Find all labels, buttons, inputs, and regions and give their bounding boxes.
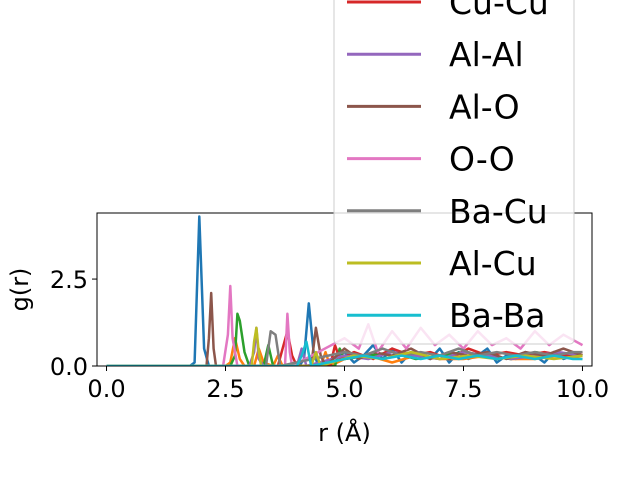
legend-entry: Al-Al: [347, 35, 524, 74]
y-tick-label: 2.5: [50, 266, 88, 294]
y-axis-label: g(r): [6, 268, 34, 312]
legend-label: Cu-Cu: [449, 0, 549, 22]
legend-label: Al-Cu: [449, 244, 537, 283]
y-tick-label: 0.0: [50, 353, 88, 381]
legend-label: Al-Al: [449, 35, 524, 74]
y-axis: 0.0 2.5: [50, 266, 97, 381]
legend-entry: Ba-Cu: [347, 192, 548, 231]
legend-entry: Al-O: [347, 87, 520, 126]
legend-label: Al-O: [449, 87, 520, 126]
legend-entry: Cu-Cu: [347, 0, 549, 22]
legend: Cu-Cu Al-Al Al-O O-O Ba-Cu Al-Cu Ba-Ba: [333, 0, 575, 345]
x-tick-label: 10.0: [556, 375, 609, 403]
x-axis-label: r (Å): [318, 418, 371, 447]
legend-label: Ba-Ba: [449, 296, 545, 335]
series-line-9: [106, 340, 583, 366]
legend-frame: [333, 0, 575, 345]
x-tick-label: 5.0: [325, 375, 363, 403]
x-tick-label: 0.0: [87, 375, 125, 403]
legend-entry: Ba-Ba: [347, 296, 545, 335]
legend-label: Ba-Cu: [449, 192, 548, 231]
legend-label: O-O: [449, 140, 515, 179]
series-line-7: [106, 329, 583, 366]
legend-entry: Al-Cu: [347, 244, 537, 283]
x-tick-label: 2.5: [206, 375, 244, 403]
x-tick-label: 7.5: [444, 375, 482, 403]
x-axis: 0.0 2.5 5.0 7.5 10.0: [87, 366, 609, 403]
legend-entry: O-O: [347, 140, 515, 179]
